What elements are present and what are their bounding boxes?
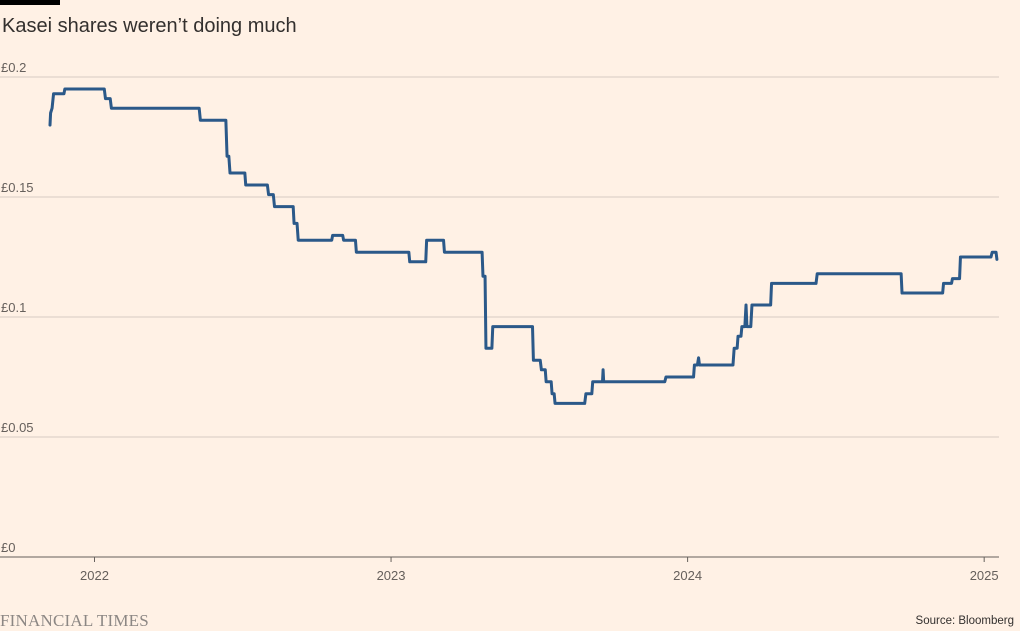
ft-logo-wordmark: FINANCIAL TIMES xyxy=(0,611,149,630)
x-axis: 2022 2023 2024 2025 xyxy=(80,557,999,583)
series-line xyxy=(48,87,999,405)
y-tick-label: £0.15 xyxy=(1,180,34,195)
chart-title: Kasei shares weren’t doing much xyxy=(2,15,297,37)
ft-accent-bar xyxy=(0,0,60,5)
gridlines xyxy=(0,76,999,558)
y-tick-label: £0.05 xyxy=(1,420,34,435)
x-tick-label: 2025 xyxy=(970,568,999,583)
x-tick-label: 2023 xyxy=(377,568,406,583)
y-axis: £0 £0.05 £0.1 £0.15 £0.2 xyxy=(1,60,34,555)
x-tick-label: 2024 xyxy=(673,568,702,583)
source-note: Source: Bloomberg xyxy=(915,615,1014,627)
y-tick-label: £0 xyxy=(1,540,15,555)
y-tick-label: £0.1 xyxy=(1,300,26,315)
line-chart: £0 £0.05 £0.1 £0.15 £0.2 2022 2023 2024 2025 xyxy=(0,60,999,583)
series-layer xyxy=(48,87,999,405)
y-tick-label: £0.2 xyxy=(1,60,26,75)
x-tick-label: 2022 xyxy=(80,568,109,583)
